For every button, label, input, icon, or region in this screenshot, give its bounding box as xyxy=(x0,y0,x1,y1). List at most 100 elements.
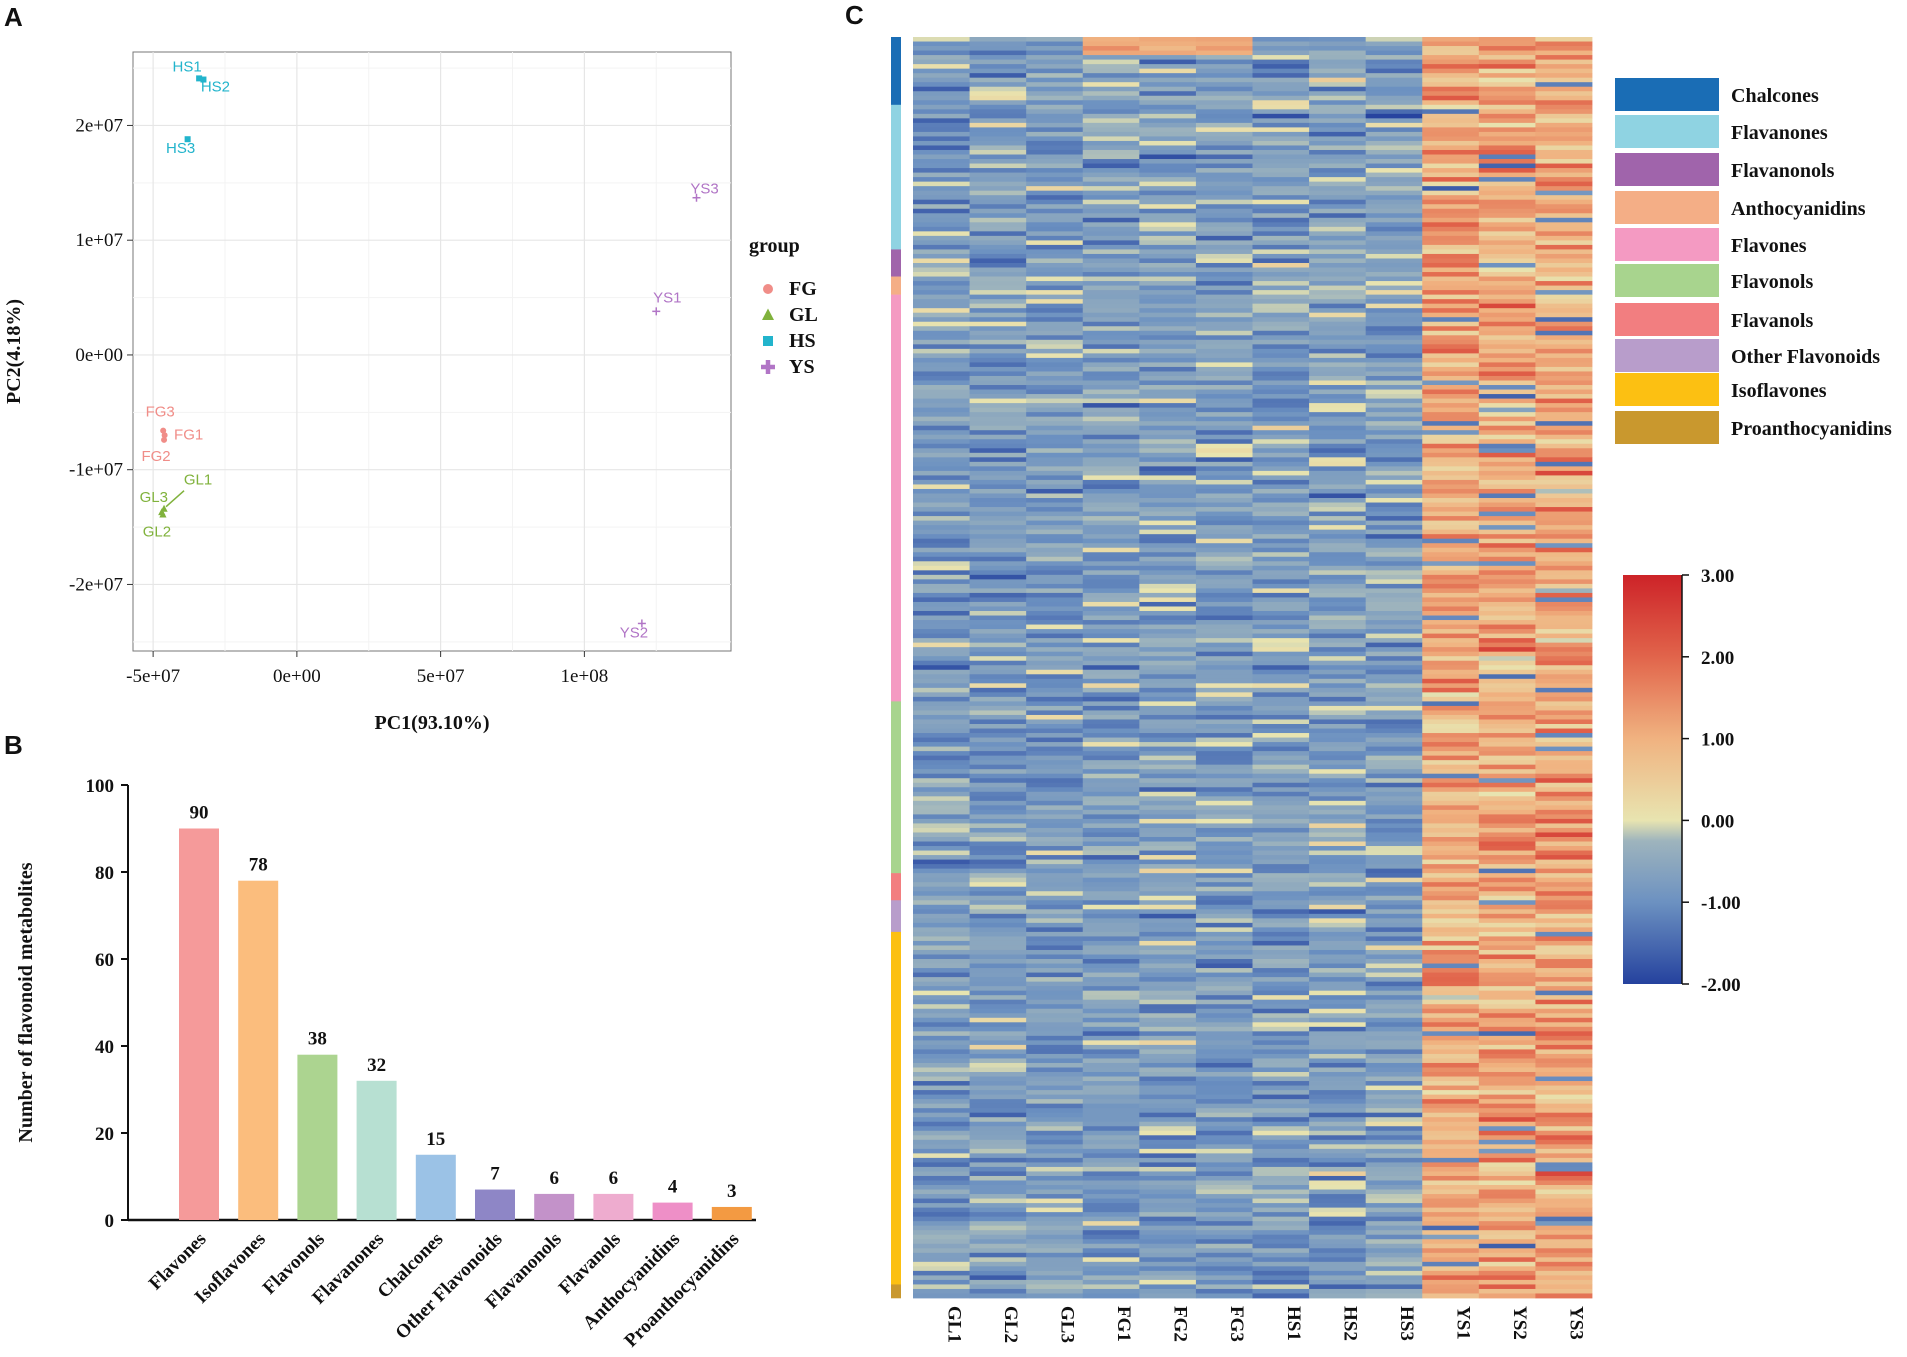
heatmap-cell xyxy=(1309,416,1367,422)
heatmap-cell xyxy=(1535,86,1593,92)
heatmap-cell xyxy=(969,1094,1027,1100)
heatmap-cell xyxy=(1422,294,1480,300)
heatmap-cell xyxy=(1195,1180,1253,1186)
heatmap-cell xyxy=(1422,1243,1480,1249)
heatmap-cell xyxy=(1026,204,1084,210)
heatmap-cell xyxy=(1535,1081,1593,1086)
heatmap-cell xyxy=(1195,91,1253,97)
heatmap-cell xyxy=(1026,357,1084,363)
heatmap-cell xyxy=(1082,796,1140,802)
heatmap-cell xyxy=(1195,1207,1253,1213)
heatmap-cell xyxy=(1026,222,1084,228)
heatmap-cell xyxy=(1252,651,1310,657)
heatmap-cell xyxy=(1365,186,1423,192)
heatmap-cell xyxy=(1422,498,1480,503)
heatmap-cell xyxy=(1252,457,1310,463)
heatmap-cell xyxy=(913,1162,970,1168)
heatmap-cell xyxy=(1026,882,1084,888)
heatmap-cell xyxy=(913,55,970,60)
heatmap-cell xyxy=(1365,262,1423,268)
heatmap-cell xyxy=(1309,1117,1367,1123)
heatmap-cell xyxy=(1252,281,1310,286)
heatmap-cell xyxy=(1139,886,1197,892)
heatmap-cell xyxy=(1478,1248,1536,1254)
heatmap-cell xyxy=(1252,1130,1310,1136)
heatmap-cell xyxy=(1252,235,1310,241)
heatmap-cell xyxy=(1309,601,1367,607)
heatmap-cell xyxy=(1195,407,1253,413)
heatmap-cell xyxy=(1195,1261,1253,1267)
heatmap-cell xyxy=(1365,86,1423,92)
heatmap-cell xyxy=(1139,1185,1197,1190)
heatmap-cell xyxy=(1535,1225,1593,1231)
heatmap-cell xyxy=(969,403,1027,409)
heatmap-cell xyxy=(1535,1026,1593,1032)
heatmap-cell xyxy=(1252,425,1310,431)
column-label-ys2: YS2 xyxy=(1509,1306,1530,1340)
heatmap-cell xyxy=(1365,362,1423,368)
heatmap-cell xyxy=(1422,127,1480,133)
heatmap-cell xyxy=(1309,77,1367,83)
heatmap-cell xyxy=(1139,561,1197,567)
heatmap-cell xyxy=(1309,1076,1367,1082)
heatmap-cell xyxy=(1478,308,1536,314)
heatmap-cell xyxy=(1195,380,1253,386)
heatmap-cell xyxy=(1478,778,1536,784)
heatmap-cell xyxy=(1252,751,1310,757)
heatmap-cell xyxy=(913,448,970,454)
heatmap-cell xyxy=(1026,963,1084,969)
heatmap-cell xyxy=(1026,529,1084,535)
heatmap-cell xyxy=(1365,172,1423,178)
heatmap-cell xyxy=(1082,1076,1140,1082)
heatmap-cell xyxy=(1422,1099,1480,1105)
heatmap-cell xyxy=(1026,895,1084,901)
heatmap-cell xyxy=(1309,95,1367,101)
heatmap-cell xyxy=(969,1031,1027,1037)
heatmap-cell xyxy=(1195,344,1253,350)
heatmap-cell xyxy=(1026,50,1084,56)
heatmap-cell xyxy=(1139,163,1197,169)
heatmap-cell xyxy=(1195,1279,1253,1285)
heatmap-cell xyxy=(1365,46,1423,51)
heatmap-cell xyxy=(969,416,1027,422)
heatmap-cell xyxy=(1422,163,1480,169)
heatmap-cell xyxy=(1252,1058,1310,1064)
heatmap-cell xyxy=(1365,1031,1423,1037)
heatmap-cell xyxy=(1252,742,1310,747)
heatmap-cell xyxy=(1309,1049,1367,1055)
heatmap-cell xyxy=(1026,543,1084,549)
heatmap-cell xyxy=(1478,882,1536,888)
heatmap-cell xyxy=(1252,470,1310,476)
heatmap-cell xyxy=(1535,213,1593,219)
heatmap-cell xyxy=(1195,1248,1253,1254)
heatmap-cell xyxy=(1478,149,1536,155)
heatmap-cell xyxy=(1195,299,1253,305)
heatmap-cell xyxy=(1478,692,1536,698)
heatmap-cell xyxy=(913,1112,970,1118)
heatmap-cell xyxy=(1365,516,1423,522)
heatmap-cell xyxy=(1082,195,1140,201)
heatmap-cell xyxy=(1252,55,1310,60)
heatmap-cell xyxy=(1252,91,1310,97)
heatmap-cell xyxy=(1535,769,1593,775)
heatmap-cell xyxy=(1195,1085,1253,1091)
heatmap-cell xyxy=(1422,945,1480,951)
heatmap-cell xyxy=(969,1185,1027,1190)
heatmap-cell xyxy=(1309,461,1367,467)
heatmap-cell xyxy=(1026,1103,1084,1109)
heatmap-cell xyxy=(1026,809,1084,815)
heatmap-cell xyxy=(913,913,970,919)
heatmap-cell xyxy=(969,714,1027,720)
heatmap-cell xyxy=(1478,836,1536,842)
heatmap-cell xyxy=(1478,719,1536,725)
heatmap-cell xyxy=(1252,140,1310,146)
heatmap-cell xyxy=(1309,773,1367,779)
heatmap-cell xyxy=(913,1288,970,1294)
heatmap-cell xyxy=(1309,787,1367,793)
heatmap-cell xyxy=(1309,701,1367,707)
heatmap-cell xyxy=(1195,235,1253,241)
heatmap-cell xyxy=(969,931,1027,937)
heatmap-cell xyxy=(913,570,970,576)
heatmap-cell xyxy=(1422,1261,1480,1267)
heatmap-cell xyxy=(1082,253,1140,259)
